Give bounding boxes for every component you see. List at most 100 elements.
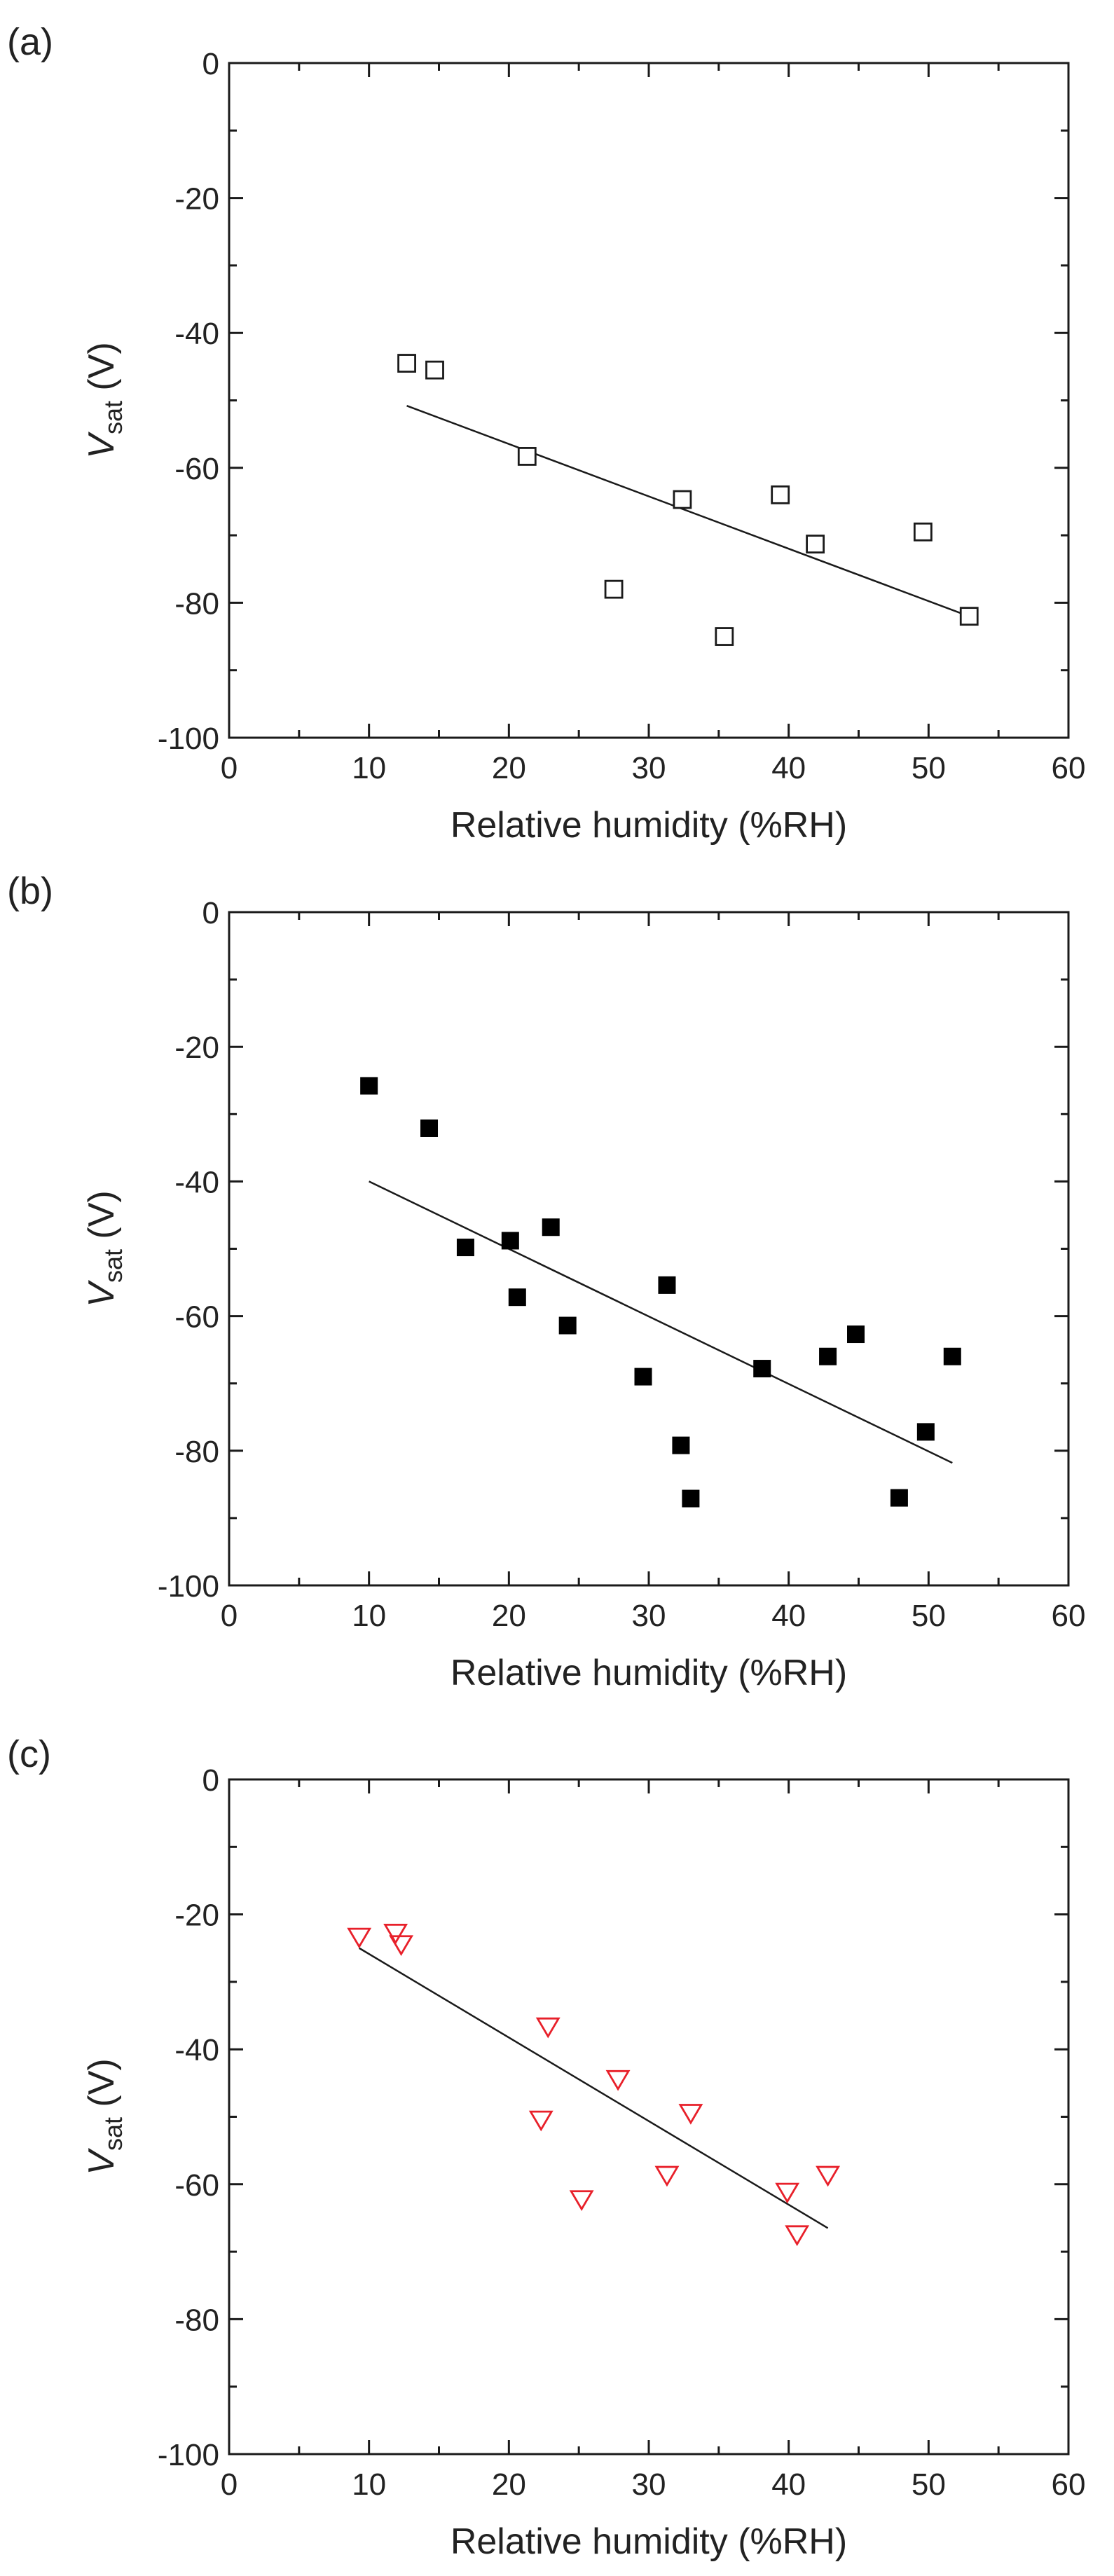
x-tick-label: 0 (221, 1599, 238, 1633)
data-point (913, 522, 933, 542)
x-tick-label: 30 (632, 751, 666, 785)
data-point (753, 1360, 771, 1378)
y-tick-label: -100 (158, 722, 219, 756)
data-point (517, 447, 537, 466)
panel-label: (c) (7, 1733, 51, 1775)
y-axis-title-symbol: V (81, 1280, 122, 1307)
data-point (604, 579, 624, 599)
y-axis-title-subscript: sat (99, 1249, 128, 1283)
data-point (456, 1239, 474, 1257)
chart-panel-2: (b) 0 10 20 30 40 50 60 0 -20 -40 -60 -80 -100 Relativ… (7, 870, 1085, 1693)
data-point (715, 627, 734, 646)
x-tick-label: 30 (632, 2467, 666, 2502)
data-point (673, 490, 692, 509)
y-axis-title: Vsat (V) (81, 2058, 128, 2175)
data-point (347, 1927, 372, 1949)
x-tick-label: 60 (1052, 751, 1086, 785)
data-point (569, 2190, 594, 2211)
y-axis-title-symbol: V (81, 2148, 122, 2175)
y-axis-title-unit: (V) (81, 2058, 122, 2117)
x-tick-label: 40 (771, 751, 806, 785)
x-tick-label: 20 (492, 2467, 526, 2502)
y-tick-label: -20 (174, 1031, 219, 1065)
x-axis-title: Relative humidity (%RH) (451, 805, 847, 846)
x-tick-label: 10 (352, 1599, 386, 1633)
y-tick-label: -60 (174, 1300, 219, 1335)
plot-frame (228, 911, 1070, 1587)
chart-panel-1: (a) 0 10 20 30 40 50 60 0 -20 -40 -60 -80 -100 Relativ… (7, 21, 1085, 846)
y-axis-title-symbol: V (81, 432, 122, 459)
y-axis-title-subscript: sat (99, 401, 128, 434)
data-point (528, 2110, 553, 2132)
x-tick-label: 40 (771, 1599, 806, 1633)
y-tick-label: 0 (202, 1763, 219, 1798)
y-axis-title: Vsat (V) (81, 342, 128, 458)
data-point (397, 354, 416, 373)
data-point (672, 1436, 690, 1454)
x-tick-label: 30 (632, 1599, 666, 1633)
data-point (916, 1423, 935, 1441)
x-tick-label: 20 (492, 751, 526, 785)
data-point (819, 1347, 837, 1365)
data-point (508, 1288, 526, 1307)
data-point (360, 1077, 378, 1095)
data-point (806, 535, 825, 554)
y-tick-label: 0 (202, 47, 219, 81)
data-point (542, 1218, 560, 1237)
data-point (634, 1368, 652, 1386)
data-point (658, 1276, 676, 1294)
data-point (959, 607, 979, 626)
chart-panel-3: (c) 0 10 20 30 40 50 60 0 -20 -40 -60 -80 -100 Relativ… (7, 1733, 1085, 2562)
x-tick-label: 10 (352, 751, 386, 785)
data-point (847, 1325, 865, 1344)
x-tick-label: 20 (492, 1599, 526, 1633)
x-tick-label: 50 (912, 2467, 946, 2502)
y-tick-label: -60 (174, 452, 219, 486)
panel-label: (b) (7, 870, 53, 912)
y-tick-label: -20 (174, 1899, 219, 1933)
y-tick-label: -80 (174, 1435, 219, 1469)
data-point (654, 2165, 680, 2187)
data-point (558, 1316, 577, 1335)
y-axis-title-unit: (V) (81, 342, 122, 401)
fit-line (369, 1180, 953, 1464)
data-point (678, 2104, 703, 2125)
data-point (535, 2017, 561, 2039)
y-tick-label: -60 (174, 2168, 219, 2203)
x-tick-label: 10 (352, 2467, 386, 2502)
y-tick-label: -100 (158, 2438, 219, 2472)
data-point (775, 2182, 800, 2204)
data-point (943, 1347, 961, 1365)
x-tick-label: 50 (912, 1599, 946, 1633)
y-tick-label: -80 (174, 586, 219, 621)
y-axis-title-subscript: sat (99, 2117, 128, 2151)
data-point (771, 485, 790, 504)
x-axis-title: Relative humidity (%RH) (451, 1653, 847, 1693)
y-tick-label: -40 (174, 317, 219, 351)
plot-frame (228, 62, 1070, 739)
panel-label: (a) (7, 21, 53, 63)
data-point (605, 2069, 631, 2091)
y-tick-label: -100 (158, 1569, 219, 1604)
data-point (682, 1489, 700, 1508)
y-tick-label: -40 (174, 1165, 219, 1199)
y-axis-title: Vsat (V) (81, 1190, 128, 1307)
data-point (425, 360, 444, 380)
fit-line (406, 405, 970, 617)
y-tick-label: -80 (174, 2303, 219, 2337)
x-tick-label: 50 (912, 751, 946, 785)
fit-line (359, 1947, 829, 2229)
y-axis-title-unit: (V) (81, 1190, 122, 1249)
x-tick-label: 0 (221, 751, 238, 785)
x-tick-label: 40 (771, 2467, 806, 2502)
x-tick-label: 60 (1052, 2467, 1086, 2502)
y-tick-label: -20 (174, 182, 219, 216)
data-point (383, 1923, 408, 1945)
data-point (816, 2165, 841, 2187)
data-point (890, 1489, 908, 1507)
plot-frame (228, 1778, 1070, 2456)
x-axis-title: Relative humidity (%RH) (451, 2521, 847, 2562)
y-tick-label: -40 (174, 2033, 219, 2067)
